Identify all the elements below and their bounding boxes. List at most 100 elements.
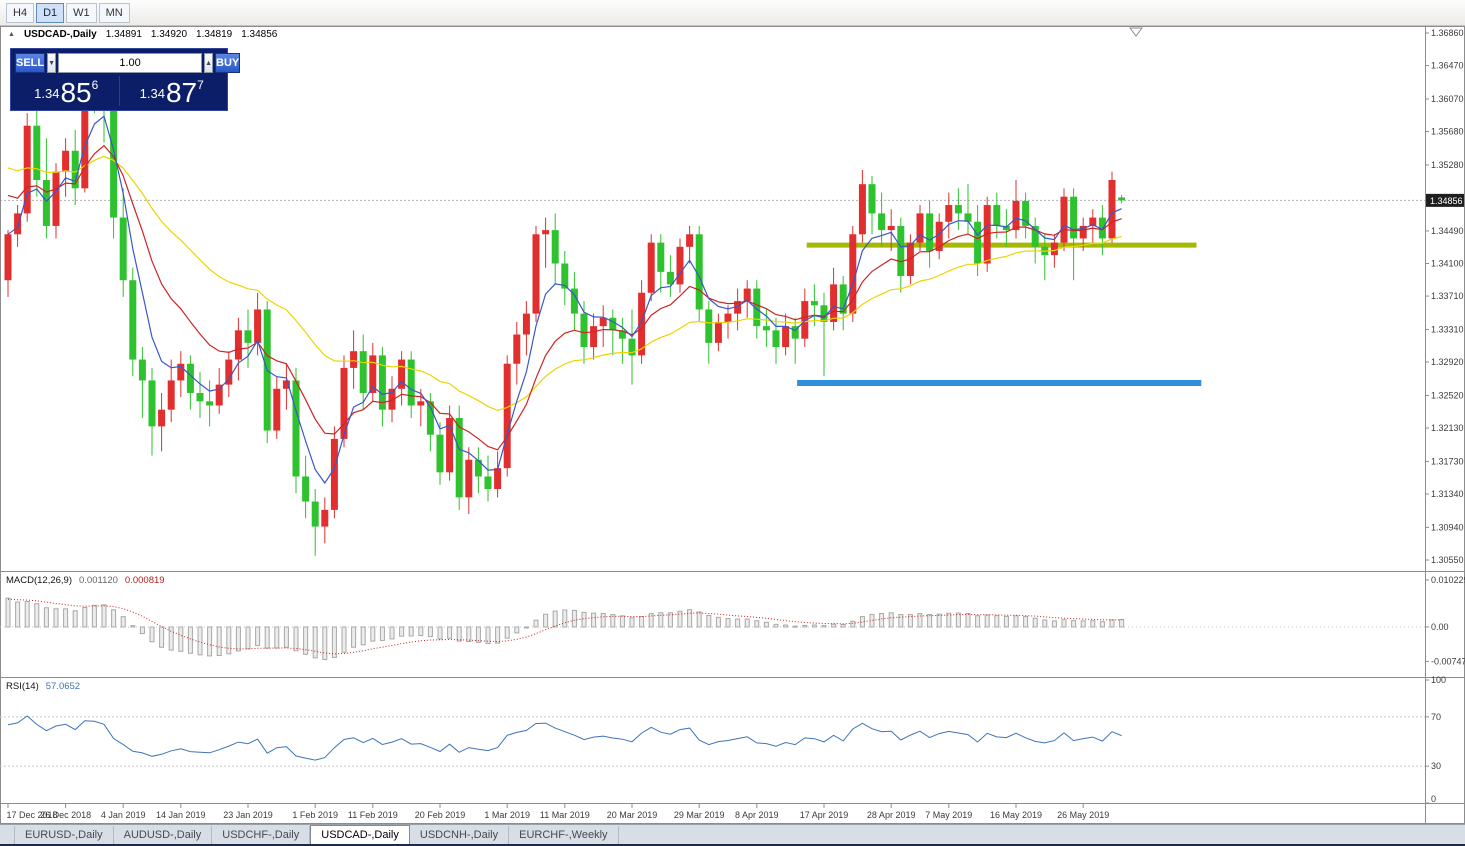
macd-histogram-bar xyxy=(984,614,990,628)
macd-histogram-bar xyxy=(687,609,693,628)
candle-body xyxy=(359,351,367,393)
rsi-axis-label: 0 xyxy=(1431,794,1436,804)
date-tick-label: 29 Mar 2019 xyxy=(674,810,725,820)
buy-button[interactable]: BUY xyxy=(215,53,241,73)
macd-histogram-bar xyxy=(706,614,712,628)
candle-body xyxy=(388,388,396,410)
macd-histogram-bar xyxy=(34,603,40,628)
candle-body xyxy=(225,359,233,385)
macd-histogram-bar xyxy=(456,626,462,642)
candle-body xyxy=(753,288,761,327)
candle-body xyxy=(1022,200,1030,226)
tab-usdcnh-daily[interactable]: USDCNH-,Daily xyxy=(410,826,510,844)
macd-histogram-bar xyxy=(72,610,78,628)
macd-main-value: 0.001120 xyxy=(79,575,118,586)
tab-usdcad-daily[interactable]: USDCAD-,Daily xyxy=(310,825,410,845)
macd-histogram-bar xyxy=(312,626,318,659)
date-tick-label: 8 Apr 2019 xyxy=(735,810,779,820)
macd-histogram-bar xyxy=(648,613,654,628)
price-tick-label: 1.32920 xyxy=(1431,357,1464,367)
moving-average-ma-slow xyxy=(7,155,1122,412)
date-tick-label: 1 Mar 2019 xyxy=(484,810,530,820)
macd-axis-label: 0.00 xyxy=(1431,622,1449,632)
candle-body xyxy=(590,326,598,348)
date-tick-label: 14 Jan 2019 xyxy=(156,810,206,820)
timeframe-button-mn[interactable]: MN xyxy=(98,2,130,23)
timeframe-button-h4[interactable]: H4 xyxy=(6,2,35,23)
macd-histogram-bar xyxy=(495,626,501,644)
tab-eurchf-weekly[interactable]: EURCHF-,Weekly xyxy=(509,826,619,844)
price-tick-label: 1.31730 xyxy=(1431,456,1464,466)
macd-histogram-bar xyxy=(1080,620,1086,628)
candle-body xyxy=(407,359,415,406)
candle-body xyxy=(705,309,713,343)
candle-body xyxy=(714,321,722,343)
chart-canvas[interactable]: 1.36860 1.36470 1.36070 1.35680 1.35280 1.348… xyxy=(0,26,1465,824)
date-tick-label: 23 Jan 2019 xyxy=(223,810,273,820)
moving-average-ma-fast xyxy=(7,115,1122,485)
macd-histogram-bar xyxy=(639,616,645,628)
chevron-down-icon: ▼ xyxy=(48,59,56,67)
rsi-indicator-header: RSI(14) 57.0652 xyxy=(6,681,80,692)
macd-histogram-bar xyxy=(226,626,232,655)
rsi-axis-label: 30 xyxy=(1431,761,1441,771)
macd-histogram-bar xyxy=(1051,620,1057,628)
rsi-axis-label: 100 xyxy=(1431,675,1446,685)
macd-histogram-bar xyxy=(600,613,606,628)
sell-button[interactable]: SELL xyxy=(15,53,46,73)
macd-histogram-bar xyxy=(379,626,385,641)
candle-body xyxy=(782,326,790,348)
date-tick-label: 20 Mar 2019 xyxy=(607,810,658,820)
candle-body xyxy=(916,213,924,243)
macd-histogram-bar xyxy=(744,618,750,628)
macd-histogram-bar xyxy=(1013,615,1019,628)
tab-eurusd-daily[interactable]: EURUSD-,Daily xyxy=(14,826,114,844)
chart-frame xyxy=(0,26,1465,824)
candle-body xyxy=(42,179,50,226)
macd-histogram-bar xyxy=(418,626,424,637)
candle-body xyxy=(609,317,617,331)
macd-histogram-bar xyxy=(917,613,923,628)
timeframe-button-w1[interactable]: W1 xyxy=(66,2,97,23)
macd-histogram-bar xyxy=(735,618,741,628)
macd-histogram-bar xyxy=(591,612,597,628)
macd-histogram-bar xyxy=(207,626,213,657)
price-tick-label: 1.36860 xyxy=(1431,28,1464,38)
candle-body xyxy=(311,501,319,527)
macd-histogram-bar xyxy=(427,626,433,638)
date-tick-label: 26 Dec 2018 xyxy=(40,810,91,820)
volume-input[interactable] xyxy=(58,53,203,73)
candle-body xyxy=(887,225,895,231)
moving-average-ma-mid xyxy=(7,144,1122,451)
candle-body xyxy=(1098,217,1106,239)
candle-body xyxy=(724,313,732,322)
candle-body xyxy=(657,242,665,272)
candle-body xyxy=(906,242,914,277)
candle-body xyxy=(820,305,828,322)
macd-histogram-bar xyxy=(303,626,309,655)
macd-histogram-bar xyxy=(341,626,347,653)
macd-histogram-bar xyxy=(811,624,817,628)
candle-body xyxy=(503,363,511,469)
tab-audusd-daily[interactable]: AUDUSD-,Daily xyxy=(114,826,213,844)
volume-decrease-button[interactable]: ▼ xyxy=(47,53,57,73)
price-axis[interactable]: 1.36860 1.36470 1.36070 1.35680 1.35280 1.348… xyxy=(1425,28,1464,565)
macd-histogram-bar xyxy=(466,626,472,643)
candle-body xyxy=(638,292,646,356)
timeframe-button-d1[interactable]: D1 xyxy=(36,2,65,23)
candle-body xyxy=(417,401,425,406)
trade-panel-prices: 1.34 85 6 1.34 87 7 xyxy=(15,76,223,107)
macd-histogram-bar xyxy=(216,626,222,657)
macd-histogram-bar xyxy=(725,618,731,628)
candle-body xyxy=(177,363,185,381)
tab-usdchf-daily[interactable]: USDCHF-,Daily xyxy=(212,826,311,844)
candle-body xyxy=(897,225,905,277)
candle-body xyxy=(1031,225,1039,247)
volume-increase-button[interactable]: ▲ xyxy=(204,53,213,73)
quote-high: 1.34920 xyxy=(150,29,188,40)
rsi-line xyxy=(7,715,1122,761)
macd-histogram-bar xyxy=(667,612,673,628)
chevron-up-icon: ▲ xyxy=(205,59,212,67)
price-tick-label: 1.30940 xyxy=(1431,522,1464,532)
